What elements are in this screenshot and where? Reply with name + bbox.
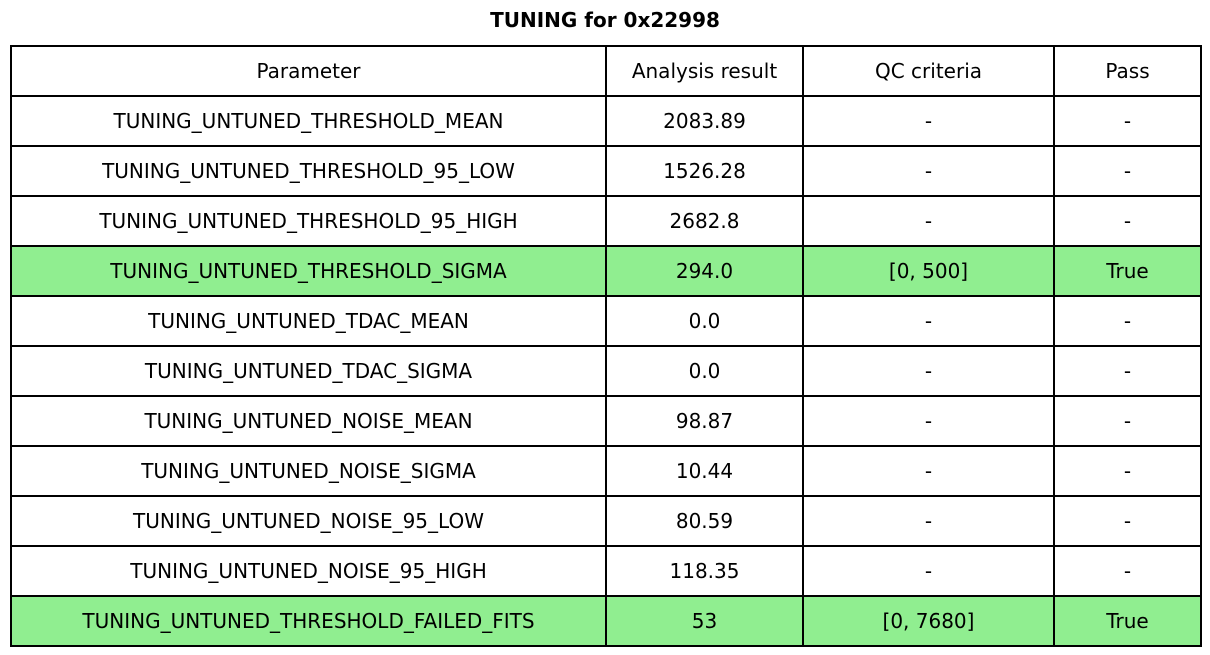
analysis-result-cell: 80.59: [605, 495, 804, 547]
analysis-result-cell: 10.44: [605, 445, 804, 497]
qc-criteria-cell: -: [802, 195, 1055, 247]
parameter-cell: TUNING_UNTUNED_TDAC_MEAN: [10, 295, 607, 347]
parameter-cell: TUNING_UNTUNED_TDAC_SIGMA: [10, 345, 607, 397]
page-title: TUNING for 0x22998: [490, 8, 720, 32]
table-row: TUNING_UNTUNED_THRESHOLD_FAILED_FITS 53 …: [10, 595, 1202, 647]
table-row: TUNING_UNTUNED_NOISE_SIGMA 10.44 - -: [10, 445, 1202, 497]
table-row: TUNING_UNTUNED_THRESHOLD_95_LOW 1526.28 …: [10, 145, 1202, 197]
parameter-cell: TUNING_UNTUNED_NOISE_95_LOW: [10, 495, 607, 547]
pass-cell: -: [1053, 445, 1202, 497]
table-row: TUNING_UNTUNED_NOISE_95_LOW 80.59 - -: [10, 495, 1202, 547]
column-header-parameter: Parameter: [10, 45, 607, 97]
table-row: TUNING_UNTUNED_THRESHOLD_MEAN 2083.89 - …: [10, 95, 1202, 147]
parameter-cell: TUNING_UNTUNED_NOISE_95_HIGH: [10, 545, 607, 597]
column-header-qc-criteria: QC criteria: [802, 45, 1055, 97]
analysis-result-cell: 118.35: [605, 545, 804, 597]
analysis-result-cell: 0.0: [605, 295, 804, 347]
parameter-cell: TUNING_UNTUNED_THRESHOLD_95_LOW: [10, 145, 607, 197]
analysis-result-cell: 1526.28: [605, 145, 804, 197]
parameter-cell: TUNING_UNTUNED_NOISE_SIGMA: [10, 445, 607, 497]
table-row: TUNING_UNTUNED_TDAC_SIGMA 0.0 - -: [10, 345, 1202, 397]
column-header-analysis-result: Analysis result: [605, 45, 804, 97]
column-header-pass: Pass: [1053, 45, 1202, 97]
qc-criteria-cell: -: [802, 295, 1055, 347]
qc-criteria-cell: -: [802, 545, 1055, 597]
pass-cell: -: [1053, 295, 1202, 347]
pass-cell: -: [1053, 395, 1202, 447]
qc-criteria-cell: -: [802, 445, 1055, 497]
pass-cell: -: [1053, 145, 1202, 197]
parameter-cell: TUNING_UNTUNED_THRESHOLD_FAILED_FITS: [10, 595, 607, 647]
parameter-cell: TUNING_UNTUNED_THRESHOLD_SIGMA: [10, 245, 607, 297]
parameter-cell: TUNING_UNTUNED_NOISE_MEAN: [10, 395, 607, 447]
pass-cell: -: [1053, 95, 1202, 147]
analysis-result-cell: 294.0: [605, 245, 804, 297]
qc-tuning-table: Parameter Analysis result QC criteria Pa…: [10, 45, 1202, 647]
parameter-cell: TUNING_UNTUNED_THRESHOLD_95_HIGH: [10, 195, 607, 247]
qc-criteria-cell: -: [802, 345, 1055, 397]
header-row: Parameter Analysis result QC criteria Pa…: [10, 45, 1202, 97]
pass-cell: -: [1053, 545, 1202, 597]
table-row: TUNING_UNTUNED_NOISE_MEAN 98.87 - -: [10, 395, 1202, 447]
qc-criteria-cell: -: [802, 95, 1055, 147]
qc-criteria-cell: [0, 7680]: [802, 595, 1055, 647]
qc-criteria-cell: -: [802, 145, 1055, 197]
pass-cell: True: [1053, 245, 1202, 297]
qc-criteria-cell: -: [802, 495, 1055, 547]
qc-criteria-cell: -: [802, 395, 1055, 447]
table-row: TUNING_UNTUNED_NOISE_95_HIGH 118.35 - -: [10, 545, 1202, 597]
parameter-cell: TUNING_UNTUNED_THRESHOLD_MEAN: [10, 95, 607, 147]
pass-cell: True: [1053, 595, 1202, 647]
analysis-result-cell: 53: [605, 595, 804, 647]
pass-cell: -: [1053, 345, 1202, 397]
qc-criteria-cell: [0, 500]: [802, 245, 1055, 297]
analysis-result-cell: 0.0: [605, 345, 804, 397]
pass-cell: -: [1053, 195, 1202, 247]
analysis-result-cell: 2083.89: [605, 95, 804, 147]
pass-cell: -: [1053, 495, 1202, 547]
analysis-result-cell: 98.87: [605, 395, 804, 447]
table-row: TUNING_UNTUNED_THRESHOLD_SIGMA 294.0 [0,…: [10, 245, 1202, 297]
table-body: TUNING_UNTUNED_THRESHOLD_MEAN 2083.89 - …: [10, 95, 1202, 647]
table-row: TUNING_UNTUNED_THRESHOLD_95_HIGH 2682.8 …: [10, 195, 1202, 247]
table-row: TUNING_UNTUNED_TDAC_MEAN 0.0 - -: [10, 295, 1202, 347]
analysis-result-cell: 2682.8: [605, 195, 804, 247]
